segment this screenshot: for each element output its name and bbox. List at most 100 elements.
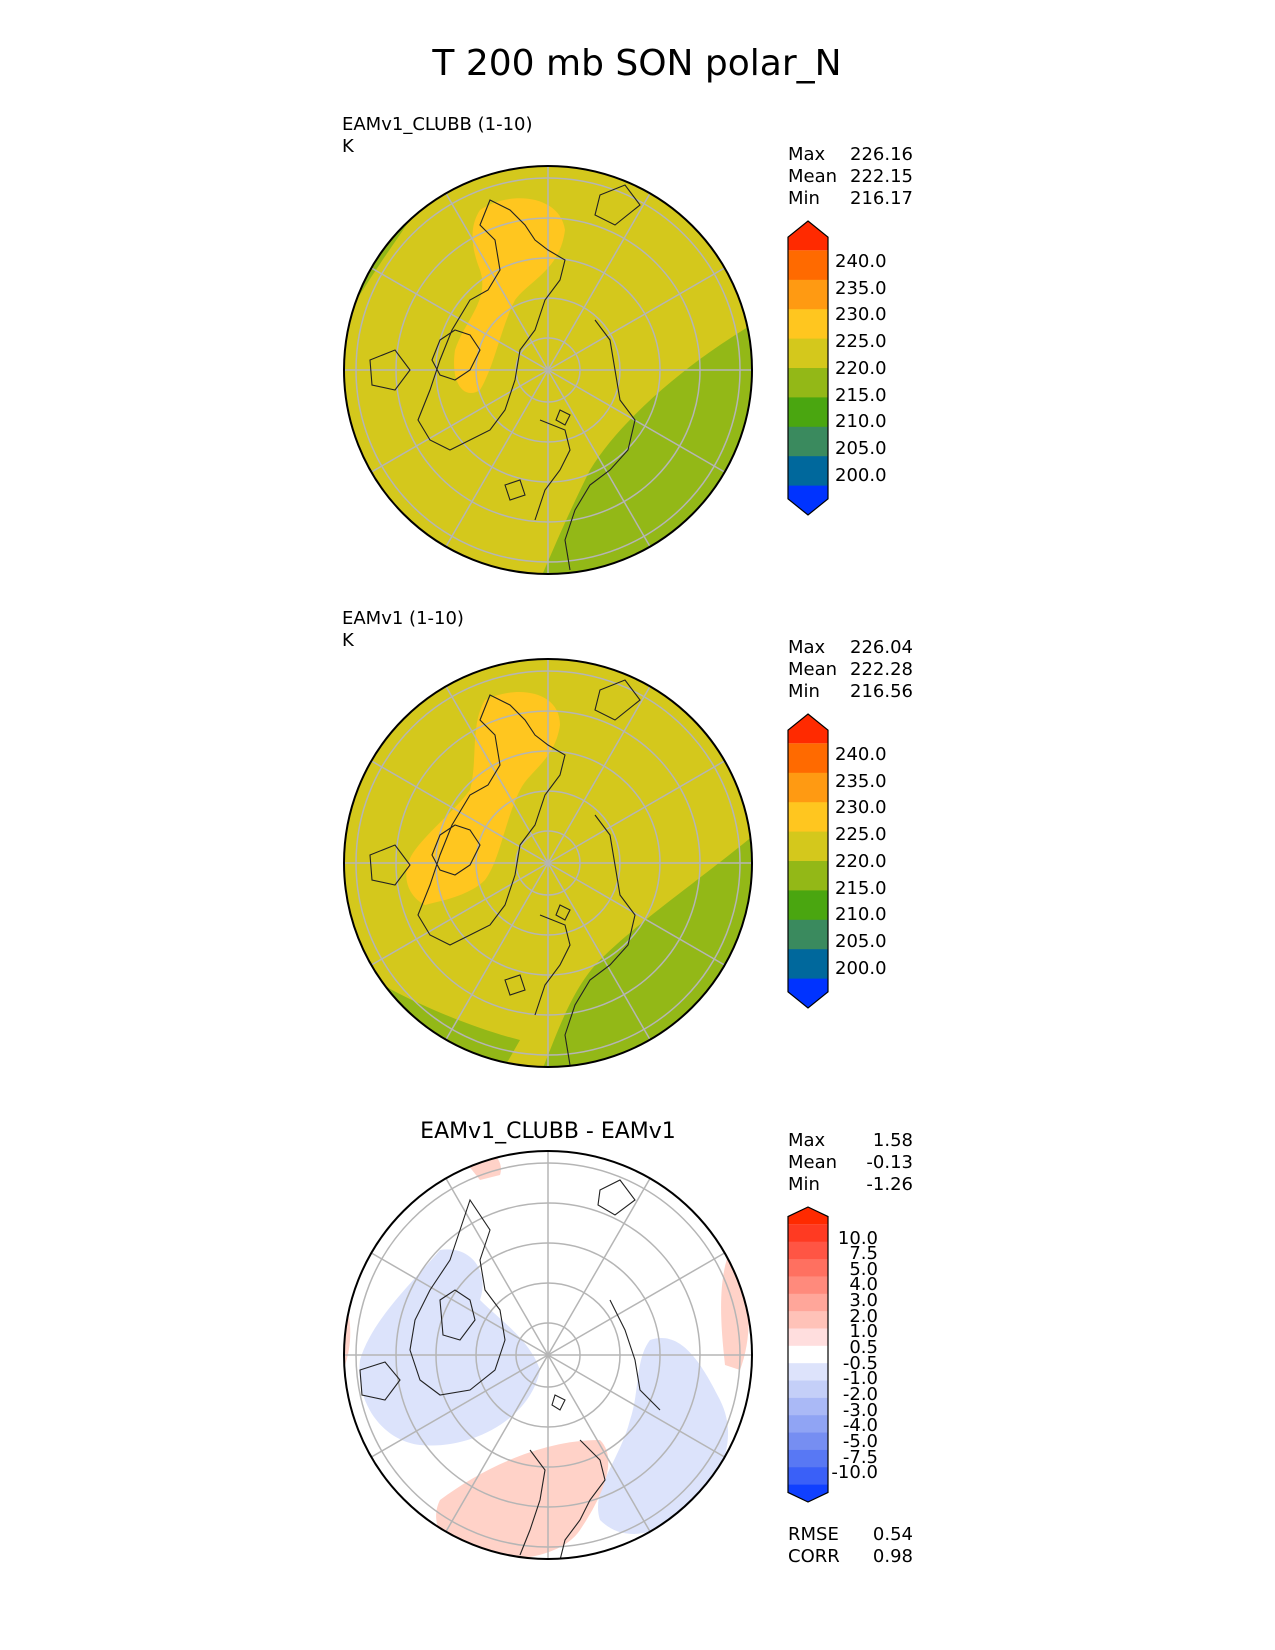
stat-label: Max xyxy=(788,637,826,658)
panel-2-units-label: K xyxy=(342,630,355,651)
coastlines xyxy=(369,184,641,571)
colorbar-tick-label: 220.0 xyxy=(835,851,887,872)
colorbar-swatch xyxy=(788,1328,828,1347)
colorbar-swatch xyxy=(788,1380,828,1399)
colorbar-swatch xyxy=(788,1311,828,1329)
coastlines xyxy=(359,1179,661,1559)
stat-value: 226.16 xyxy=(850,144,913,165)
panel-3: EAMv1_CLUBB - EAMv1 Max 1.58 Mean -0.13 … xyxy=(343,1119,913,1567)
field-warm-region xyxy=(406,692,560,905)
panel-2: EAMv1 (1-10) K Max 226.04 Mean 222.28 Mi… xyxy=(342,608,913,1068)
colorbar-tick-label: -2.0 xyxy=(843,1384,878,1405)
colorbar-swatch xyxy=(788,1432,828,1451)
colorbar-tick-label: 225.0 xyxy=(835,824,887,845)
colorbar-swatch xyxy=(788,1484,828,1502)
stat-value: 216.17 xyxy=(850,188,913,209)
colorbar-swatch xyxy=(788,221,828,251)
colorbar-swatch xyxy=(788,978,828,1008)
colorbar-tick-label: 235.0 xyxy=(835,771,887,792)
field-cool-region xyxy=(359,1249,540,1446)
colorbar-tick-label: 200.0 xyxy=(835,958,887,979)
stat-label: Max xyxy=(788,1130,826,1151)
colorbar-tick-label: -3.0 xyxy=(843,1400,878,1421)
colorbar-tick-label: 205.0 xyxy=(835,438,887,459)
colorbar-swatch xyxy=(788,1345,828,1364)
colorbar-tick-label: 7.5 xyxy=(849,1243,878,1264)
colorbar-tick-label: -4.0 xyxy=(843,1415,878,1436)
metric-value: 0.54 xyxy=(873,1524,913,1545)
panel-1-map xyxy=(344,166,752,574)
colorbar-tick-label: 10.0 xyxy=(838,1228,878,1249)
coastlines xyxy=(369,679,641,1066)
panel-3-stats: Max 1.58 Mean -0.13 Min -1.26 xyxy=(788,1130,913,1195)
colorbar-swatch xyxy=(788,919,828,950)
colorbar-swatch xyxy=(788,890,828,921)
colorbar-tick-label: 230.0 xyxy=(835,797,887,818)
map-boundary xyxy=(343,1150,753,1560)
colorbar-swatch xyxy=(788,456,828,487)
colorbar-tick-label: 210.0 xyxy=(835,411,887,432)
colorbar-swatch xyxy=(788,426,828,457)
panel-1-colorbar: 240.0 235.0 230.0 225.0 220.0 215.0 210.… xyxy=(787,220,887,516)
stat-value: -0.13 xyxy=(866,1152,913,1173)
colorbar-tick-label: 205.0 xyxy=(835,931,887,952)
colorbar-tick-label: 235.0 xyxy=(835,278,887,299)
stat-value: 226.04 xyxy=(850,637,913,658)
colorbar-outline xyxy=(787,220,829,516)
stat-label: Mean xyxy=(788,166,837,187)
colorbar-swatch xyxy=(788,1259,828,1277)
colorbar-swatch xyxy=(788,397,828,428)
figure-title: T 200 mb SON polar_N xyxy=(431,43,841,84)
colorbar-swatch xyxy=(788,949,828,980)
colorbar-tick-label: 2.0 xyxy=(849,1306,878,1327)
colorbar-ticks: 240.0 235.0 230.0 225.0 220.0 215.0 210.… xyxy=(835,744,887,979)
panel-3-map xyxy=(344,1151,752,1559)
colorbar-swatch xyxy=(788,309,828,340)
colorbar-swatch xyxy=(788,279,828,310)
stat-label: Mean xyxy=(788,659,837,680)
panel-3-metrics: RMSE 0.54 CORR 0.98 xyxy=(788,1524,913,1567)
field-cool-region xyxy=(597,1338,729,1534)
colorbar-tick-label: -7.5 xyxy=(843,1447,878,1468)
panel-1-stats: Max 226.16 Mean 222.15 Min 216.17 xyxy=(788,144,913,209)
field-warm-region xyxy=(436,1440,609,1559)
colorbar-swatch xyxy=(788,1467,828,1486)
map-boundary xyxy=(343,658,753,1068)
colorbar-tick-label: -10.0 xyxy=(831,1462,878,1483)
colorbar-tick-label: -5.0 xyxy=(843,1431,878,1452)
stat-value: 1.58 xyxy=(873,1130,913,1151)
colorbar-swatch xyxy=(788,1241,828,1260)
colorbar-swatch xyxy=(788,1415,828,1434)
colorbar-swatch xyxy=(788,714,828,744)
colorbar-tick-label: 210.0 xyxy=(835,904,887,925)
colorbar-swatch xyxy=(788,743,828,774)
panel-1-units-label: K xyxy=(342,136,355,157)
panel-3-colorbar: 10.0 7.5 5.0 4.0 3.0 2.0 1.0 0.5 -0.5 -1… xyxy=(787,1206,878,1503)
colorbar-tick-label: 240.0 xyxy=(835,251,887,272)
colorbar-swatch xyxy=(788,802,828,833)
graticule xyxy=(344,659,752,1067)
colorbar-ticks: 10.0 7.5 5.0 4.0 3.0 2.0 1.0 0.5 -0.5 -1… xyxy=(831,1228,878,1483)
colorbar-tick-label: 215.0 xyxy=(835,878,887,899)
panel-2-map xyxy=(344,659,752,1067)
colorbar-tick-label: 4.0 xyxy=(849,1274,878,1295)
panel-2-colorbar: 240.0 235.0 230.0 225.0 220.0 215.0 210.… xyxy=(787,713,887,1009)
field-warm-region xyxy=(454,198,565,394)
colorbar-swatch xyxy=(788,1397,828,1416)
colorbar-swatch xyxy=(788,1276,828,1295)
map-boundary xyxy=(343,165,753,575)
colorbar-tick-label: 225.0 xyxy=(835,331,887,352)
colorbar-tick-label: 215.0 xyxy=(835,385,887,406)
panel-1-model-label: EAMv1_CLUBB (1-10) xyxy=(342,114,533,135)
colorbar-swatch xyxy=(788,1449,828,1468)
panel-1: EAMv1_CLUBB (1-10) K Max 226.16 Mean 222… xyxy=(342,114,913,575)
colorbar-tick-label: 5.0 xyxy=(849,1259,878,1280)
panel-3-title: EAMv1_CLUBB - EAMv1 xyxy=(420,1119,676,1144)
colorbar-swatch xyxy=(788,368,828,398)
stat-value: 222.15 xyxy=(850,166,913,187)
colorbar-swatch xyxy=(788,1293,828,1312)
stat-label: Min xyxy=(788,681,820,702)
stat-label: Max xyxy=(788,144,826,165)
colorbar-swatch xyxy=(788,861,828,891)
colorbar-swatch xyxy=(788,772,828,803)
